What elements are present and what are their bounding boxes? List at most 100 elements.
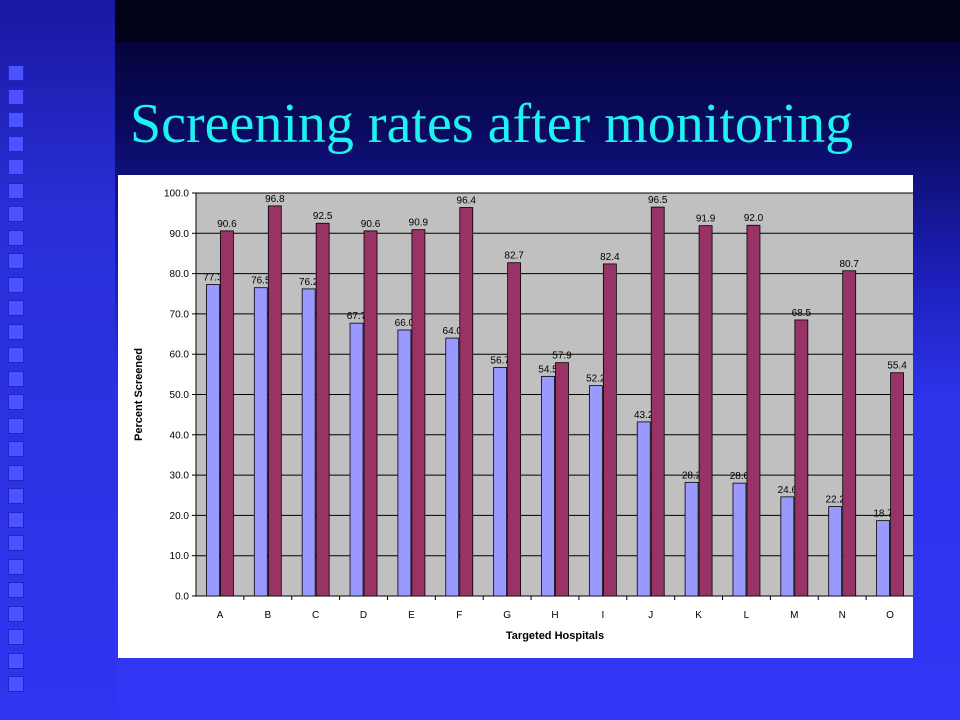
decorative-square — [8, 88, 24, 105]
top-dark-band — [115, 0, 960, 42]
bar-series1-K — [684, 481, 699, 597]
data-label-series2-H: 57.9 — [552, 351, 572, 362]
y-tick-label: 0.0 — [175, 592, 189, 603]
data-label-series1-D: 67.7 — [347, 311, 367, 322]
x-tick-label-J: J — [648, 610, 653, 621]
decorative-square — [8, 464, 24, 481]
x-tick-label-K: K — [695, 610, 702, 621]
decorative-square — [8, 276, 24, 293]
decorative-square — [8, 135, 24, 152]
decorative-square — [8, 206, 24, 222]
data-label-series2-B: 96.8 — [265, 194, 285, 205]
data-label-series2-G: 82.7 — [504, 251, 524, 262]
bar-series1-B — [253, 287, 268, 597]
bar-series2-J — [650, 206, 665, 597]
bar-series2-G — [507, 262, 522, 597]
decorative-square — [8, 159, 24, 175]
bar-series2-K — [698, 225, 713, 597]
decorative-square — [8, 417, 24, 434]
bar-series1-D — [349, 322, 364, 597]
data-label-series1-C: 76.2 — [299, 277, 319, 288]
bar-series2-E — [411, 229, 426, 597]
x-tick-label-A: A — [217, 610, 224, 621]
data-label-series1-K: 28.2 — [682, 470, 702, 481]
data-label-series1-L: 28.0 — [730, 471, 750, 482]
x-tick-label-L: L — [744, 610, 750, 621]
y-tick-label: 90.0 — [170, 229, 190, 240]
bar-series1-E — [397, 329, 412, 597]
y-tick-label: 30.0 — [170, 471, 190, 482]
x-tick-label-H: H — [551, 610, 558, 621]
decorative-square — [8, 676, 24, 692]
bar-chart: 0.0 10.0 20.0 30.0 40.0 50.0 60.0 70.0 80.0 90.0 1… — [133, 189, 913, 642]
bar-series2-H — [555, 362, 569, 597]
decorative-square — [8, 394, 24, 410]
bar-series2-I — [602, 263, 617, 597]
data-label-series2-L: 92.0 — [744, 213, 764, 224]
x-axis-title: Targeted Hospitals — [506, 630, 604, 642]
bar-series1-C — [301, 288, 316, 597]
x-tick-label-N: N — [839, 610, 846, 621]
bar-series2-A — [220, 230, 234, 597]
data-label-series2-F: 96.4 — [457, 196, 477, 207]
decorative-square — [8, 253, 24, 269]
x-tick-label-D: D — [360, 610, 367, 621]
bar-series2-D — [363, 230, 378, 597]
decorative-square — [8, 65, 24, 81]
x-tick-label-C: C — [312, 610, 319, 621]
x-tick-label-M: M — [790, 610, 798, 621]
decorative-square — [8, 441, 24, 457]
y-tick-label: 40.0 — [170, 430, 190, 441]
decorative-square — [8, 652, 24, 669]
y-tick-label: 70.0 — [170, 309, 190, 320]
x-tick-label-F: F — [456, 610, 462, 621]
data-label-series2-J: 96.5 — [648, 195, 668, 206]
decorative-square — [8, 511, 24, 528]
left-square-pattern — [8, 65, 30, 705]
data-label-series2-C: 92.5 — [313, 211, 333, 222]
data-label-series1-B: 76.5 — [251, 276, 271, 287]
data-label-series1-F: 64.0 — [443, 326, 463, 337]
decorative-square — [8, 300, 24, 316]
bar-series2-B — [267, 205, 282, 597]
y-tick-label: 80.0 — [170, 269, 190, 280]
decorative-square — [8, 629, 24, 645]
data-label-series1-H: 54.5 — [538, 364, 558, 375]
data-label-series2-M: 68.5 — [792, 308, 812, 319]
data-label-series2-D: 90.6 — [361, 219, 381, 230]
y-tick-label: 100.0 — [164, 189, 189, 200]
data-label-series1-J: 43.2 — [634, 410, 654, 421]
data-label-series1-I: 52.2 — [586, 374, 606, 385]
bar-series2-O — [890, 372, 904, 597]
data-label-series1-E: 66.0 — [395, 318, 415, 329]
decorative-square — [8, 535, 24, 551]
x-tick-label-O: O — [886, 610, 894, 621]
y-tick-label: 20.0 — [170, 511, 190, 522]
data-label-series2-K: 91.9 — [696, 214, 716, 225]
chart-area: 0.0 10.0 20.0 30.0 40.0 50.0 60.0 70.0 80.0 90.0 1… — [118, 175, 913, 658]
data-label-series2-E: 90.9 — [409, 218, 429, 229]
decorative-square — [8, 605, 24, 622]
decorative-square — [8, 182, 24, 199]
data-label-series1-O: 18.7 — [873, 509, 893, 520]
bar-series2-C — [315, 222, 330, 597]
decorative-square — [8, 323, 24, 340]
decorative-square — [8, 582, 24, 598]
bar-series1-M — [780, 496, 795, 597]
slide-title: Screening rates after monitoring — [130, 93, 854, 155]
y-tick-label: 10.0 — [170, 551, 190, 562]
bar-series1-I — [588, 385, 603, 597]
data-label-series1-M: 24.6 — [778, 485, 798, 496]
decorative-square — [8, 488, 24, 504]
x-tick-label-G: G — [503, 610, 511, 621]
bar-series1-L — [732, 482, 747, 597]
y-tick-label: 60.0 — [170, 350, 190, 361]
data-label-series2-N: 80.7 — [839, 259, 859, 270]
decorative-square — [8, 229, 24, 246]
bar-series1-F — [445, 337, 460, 597]
bar-series2-N — [842, 270, 857, 597]
x-tick-label-E: E — [408, 610, 415, 621]
decorative-square — [8, 112, 24, 128]
bar-series2-L — [746, 224, 761, 597]
data-label-series1-N: 22.2 — [825, 495, 845, 506]
